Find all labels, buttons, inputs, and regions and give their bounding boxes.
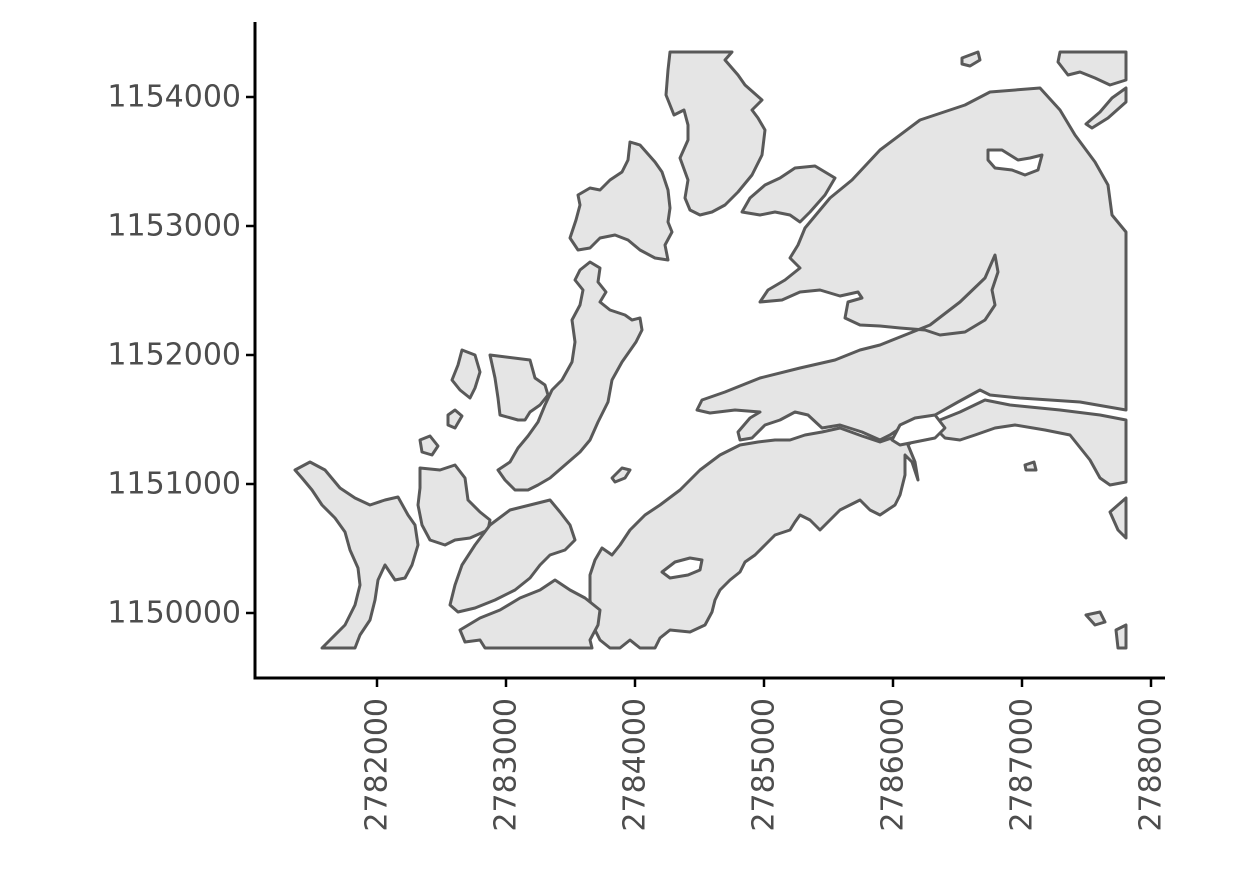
land-polygon-southwest <box>293 460 420 650</box>
land-polygon-northeast-islet <box>960 50 982 68</box>
land-polygon-south-elongated <box>448 498 577 614</box>
land-polygon-left-central <box>416 463 492 547</box>
x-tick-label: 2785000 <box>747 698 782 832</box>
land-polygon-north-small <box>740 164 837 224</box>
land-polygon-islet-3 <box>418 434 440 457</box>
x-tick-label: 2783000 <box>489 698 524 832</box>
y-tick-label: 1154000 <box>107 80 241 115</box>
y-tick-label: 1153000 <box>107 209 241 244</box>
land-polygon-east-edge-3 <box>1084 610 1107 627</box>
land-polygon-east-edge-1 <box>1108 496 1128 540</box>
land-polygon-islet-1 <box>610 466 632 484</box>
land-polygon-north-peninsula <box>664 50 767 217</box>
x-axis-ticks: 2782000 2783000 2784000 2785000 2786000 27870… <box>360 678 1169 832</box>
lake-south-1 <box>660 556 704 580</box>
land-polygon-south-cluster <box>458 578 602 650</box>
land-polygon-northwest <box>568 140 674 262</box>
water-holes <box>660 148 1044 580</box>
lake-east-1 <box>986 148 1044 177</box>
x-tick-label: 2788000 <box>1134 698 1169 832</box>
land-polygon-south <box>588 398 1128 650</box>
land-polygon-central-west <box>496 260 644 492</box>
y-tick-label: 1151000 <box>107 467 241 502</box>
land-polygon-islet-4 <box>1023 460 1038 472</box>
lake-east-2 <box>890 413 947 447</box>
land-polygon-east-edge-2 <box>1114 623 1128 650</box>
y-axis-ticks: 1150000 1151000 1152000 1153000 1154000 <box>107 80 255 631</box>
land-polygon-east <box>695 86 1128 442</box>
land-polygon-northeast-edge <box>1056 50 1128 87</box>
x-tick-label: 2786000 <box>876 698 911 832</box>
y-tick-label: 1150000 <box>107 596 241 631</box>
land-polygon-northeast-sliver <box>1084 86 1128 130</box>
land-polygon-small-west <box>450 348 482 400</box>
x-tick-label: 2782000 <box>360 698 395 832</box>
x-tick-label: 2787000 <box>1005 698 1040 832</box>
x-tick-label: 2784000 <box>618 698 653 832</box>
land-polygon-rect-island <box>488 353 550 422</box>
land-polygon-islet-2 <box>446 408 464 430</box>
y-tick-label: 1152000 <box>107 338 241 373</box>
land-polygons <box>293 50 1128 650</box>
axes: 2782000 2783000 2784000 2785000 2786000 27870… <box>107 22 1169 832</box>
